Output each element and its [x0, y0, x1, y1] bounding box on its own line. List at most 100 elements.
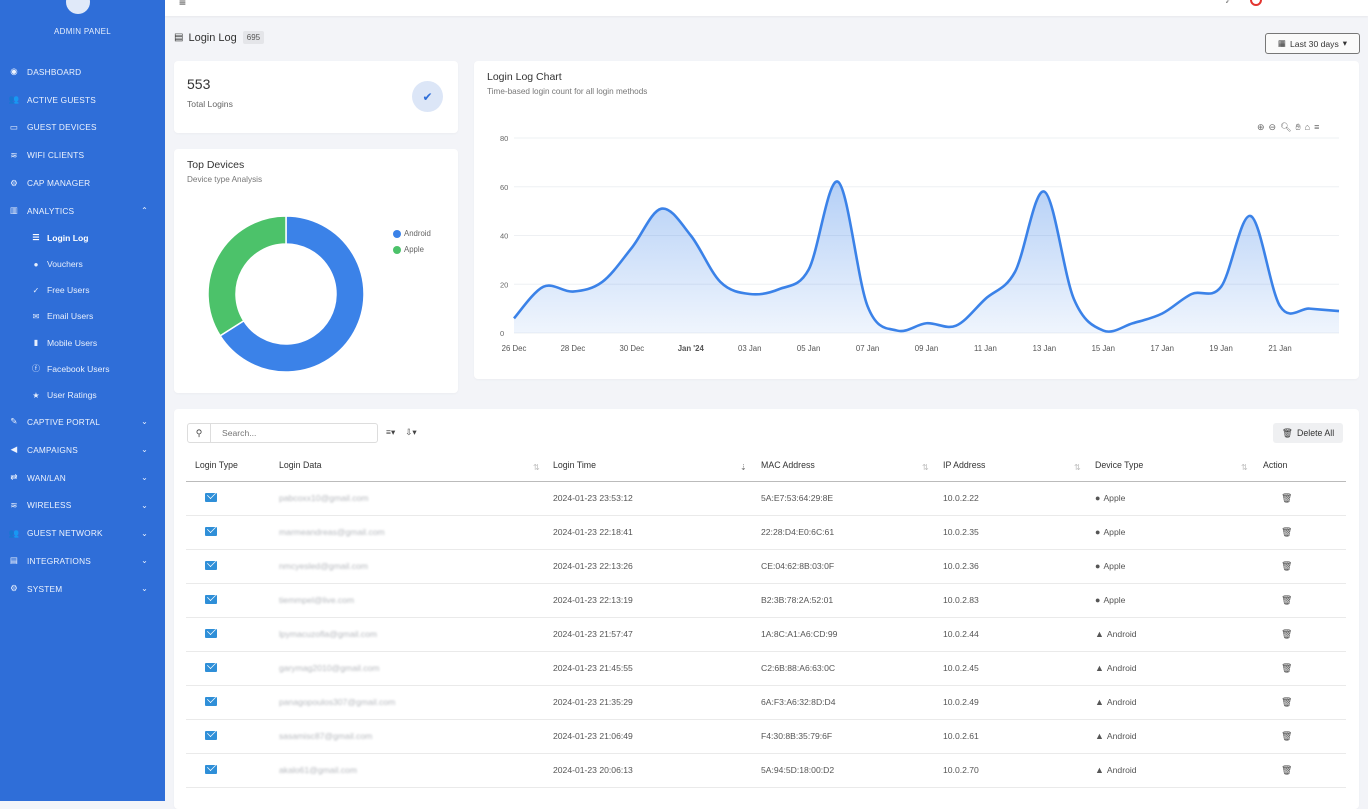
sort-icon[interactable]: ⇅	[922, 463, 929, 472]
bell-icon[interactable]: ♪	[1225, 0, 1230, 6]
legend-label: Apple	[404, 245, 424, 254]
trash-icon[interactable]: 🗑︎	[1281, 527, 1293, 537]
menu-icon[interactable]: ≡	[1314, 122, 1320, 132]
sort-desc-icon[interactable]: ⇣	[740, 463, 747, 472]
ip-address-cell: 10.0.2.49	[943, 697, 979, 707]
sidebar-item-dashboard[interactable]: ◉ DASHBOARD	[0, 58, 165, 86]
mac-address-cell: 1A:8C:A1:A6:CD:99	[761, 629, 838, 639]
home-icon[interactable]: ⌂	[1304, 122, 1311, 132]
sidebar-item-label: DASHBOARD	[27, 66, 82, 77]
users-icon: 👥	[8, 94, 20, 105]
table-row[interactable]: akalo61@gmail.com 2024-01-23 20:06:13 5A:9…	[186, 754, 1346, 788]
legend-item[interactable]: Android	[393, 229, 431, 238]
sidebar-item-guest-devices[interactable]: ▭ GUEST DEVICES	[0, 114, 165, 142]
search-icon[interactable]: ⚲	[188, 424, 211, 442]
x-tick-label: 13 Jan	[1033, 344, 1056, 353]
trash-icon[interactable]: 🗑︎	[1281, 663, 1293, 673]
trash-icon[interactable]: 🗑︎	[1281, 493, 1293, 503]
sidebar-subitem-free-users[interactable]: ✓ Free Users	[0, 277, 165, 303]
arrows-icon: ⇄	[10, 472, 18, 483]
sort-icon[interactable]: ⇅	[1074, 463, 1081, 472]
col-login-type[interactable]: Login Type	[195, 460, 238, 470]
series-line[interactable]	[513, 180, 1340, 333]
apple-icon: ●	[1095, 527, 1101, 537]
wifi-icon: ≋	[10, 149, 18, 160]
date-range-dropdown[interactable]: ▦ Last 30 days ▾	[1265, 33, 1360, 54]
sidebar-item-cap-manager[interactable]: ⚙ CAP MANAGER	[0, 169, 165, 197]
device-donut-chart	[207, 215, 365, 373]
legend-item[interactable]: Apple	[393, 245, 424, 254]
sidebar-item-guest-network[interactable]: 👥 GUEST NETWORK ⌄	[0, 519, 165, 547]
login-data-cell: garymag2010@gmail.com	[279, 663, 380, 673]
sidebar-item-campaigns[interactable]: ◀ CAMPAIGNS ⌄	[0, 436, 165, 464]
col-mac-address[interactable]: MAC Address	[761, 460, 815, 470]
top-devices-card: Top Devices Device type Analysis Android…	[174, 149, 458, 393]
trash-icon[interactable]: 🗑︎	[1281, 765, 1293, 775]
apple-icon: ●	[1095, 493, 1101, 503]
magnify-icon[interactable]: 🔍︎	[1280, 122, 1292, 132]
device-type-cell: ● Apple	[1095, 595, 1125, 605]
sidebar-item-wifi-clients[interactable]: ≋ WIFI CLIENTS	[0, 141, 165, 169]
sidebar-item-wireless[interactable]: ≋ WIRELESS ⌄	[0, 491, 165, 519]
device-type-cell: ▲ Android	[1095, 731, 1137, 741]
login-data-cell: panagopoulos307@gmail.com	[279, 697, 396, 707]
sidebar-subitem-email-users[interactable]: ✉ Email Users	[0, 303, 165, 329]
sidebar-subitem-user-ratings[interactable]: ★ User Ratings	[0, 382, 165, 408]
sidebar-item-integrations[interactable]: ▤ INTEGRATIONS ⌄	[0, 547, 165, 575]
pan-icon[interactable]: ✋︎	[1295, 122, 1301, 132]
table-row[interactable]: tiemmpel@live.com 2024-01-23 22:13:19 B2:3…	[186, 584, 1346, 618]
sidebar-item-wan-lan[interactable]: ⇄ WAN/LAN ⌄	[0, 464, 165, 492]
sort-icon[interactable]: ⇅	[533, 463, 540, 472]
trash-icon[interactable]: 🗑︎	[1281, 595, 1293, 605]
sidebar-subitem-mobile-users[interactable]: ▮ Mobile Users	[0, 330, 165, 356]
trash-icon[interactable]: 🗑︎	[1281, 697, 1293, 707]
chevron-down-icon: ⌄	[141, 500, 148, 510]
sidebar-subitem-vouchers[interactable]: ● Vouchers	[0, 251, 165, 277]
table-row[interactable]: lpymacuzofla@gmail.com 2024-01-23 21:57:4…	[186, 618, 1346, 652]
trash-icon[interactable]: 🗑︎	[1281, 629, 1293, 639]
login-data-cell: lpymacuzofla@gmail.com	[279, 629, 378, 639]
sidebar-item-label: WIFI CLIENTS	[27, 150, 85, 161]
sidebar-item-system[interactable]: ⚙ SYSTEM ⌄	[0, 575, 165, 603]
table-row[interactable]: marmeandreas@gmail.com 2024-01-23 22:18:4…	[186, 516, 1346, 550]
table-row[interactable]: sasamisc87@gmail.com 2024-01-23 21:06:49 F…	[186, 720, 1346, 754]
pie-slice-android[interactable]	[219, 215, 365, 373]
sidebar: ADMIN PANEL ◉ DASHBOARD 👥 ACTIVE GUESTS ▭ GUE…	[0, 0, 165, 801]
trash-icon[interactable]: 🗑︎	[1281, 561, 1293, 571]
sidebar-menu: ◉ DASHBOARD 👥 ACTIVE GUESTS ▭ GUEST DEVICES ≋ W…	[0, 58, 165, 603]
sidebar-item-label: GUEST DEVICES	[27, 122, 97, 133]
sidebar-subitem-login-log[interactable]: ☰ Login Log	[0, 225, 165, 251]
col-device-type[interactable]: Device Type	[1095, 460, 1144, 470]
zoom-in-icon[interactable]: ⊕	[1257, 122, 1265, 132]
chevron-down-icon: ⌄	[141, 528, 148, 538]
trash-icon[interactable]: 🗑︎	[1281, 731, 1293, 741]
delete-all-button[interactable]: 🗑︎ Delete All	[1273, 423, 1343, 443]
sort-icon[interactable]: ⇅	[1241, 463, 1248, 472]
mobile-icon: ▮	[33, 338, 39, 348]
table-row[interactable]: pabcoxx10@gmail.com 2024-01-23 23:53:12 5A…	[186, 482, 1346, 516]
sidebar-item-captive-portal[interactable]: ✎ CAPTIVE PORTAL ⌄	[0, 408, 165, 436]
col-login-data[interactable]: Login Data	[279, 460, 322, 470]
user-avatar[interactable]	[1250, 0, 1262, 6]
x-tick-label: 30 Dec	[619, 344, 644, 353]
sidebar-item-active-guests[interactable]: 👥 ACTIVE GUESTS	[0, 86, 165, 114]
x-tick-label: 09 Jan	[915, 344, 938, 353]
sidebar-item-analytics[interactable]: ▥ ANALYTICS ⌃	[0, 197, 165, 225]
date-range-label: Last 30 days	[1290, 38, 1339, 49]
hamburger-icon[interactable]: ≡	[179, 0, 187, 9]
col-login-time[interactable]: Login Time	[553, 460, 597, 470]
sidebar-subitem-label: Vouchers	[47, 259, 83, 270]
col-ip-address[interactable]: IP Address	[943, 460, 986, 470]
table-row[interactable]: panagopoulos307@gmail.com 2024-01-23 21:3…	[186, 686, 1346, 720]
search-input[interactable]	[211, 424, 371, 442]
pie-slice-apple[interactable]	[207, 215, 287, 337]
download-icon[interactable]: ⇩▾	[405, 427, 417, 437]
sidebar-subitem-facebook-users[interactable]: ⓕ Facebook Users	[0, 356, 165, 382]
columns-toggle-icon[interactable]: ≡▾	[386, 427, 396, 437]
table-row[interactable]: garymag2010@gmail.com 2024-01-23 21:45:55…	[186, 652, 1346, 686]
table-row[interactable]: nmcyesled@gmail.com 2024-01-23 22:13:26 CE…	[186, 550, 1346, 584]
sidebar-item-label: ACTIVE GUESTS	[27, 94, 96, 105]
login-data-cell: tiemmpel@live.com	[279, 595, 355, 605]
zoom-out-icon[interactable]: ⊖	[1268, 122, 1277, 132]
ip-address-cell: 10.0.2.22	[943, 493, 979, 503]
